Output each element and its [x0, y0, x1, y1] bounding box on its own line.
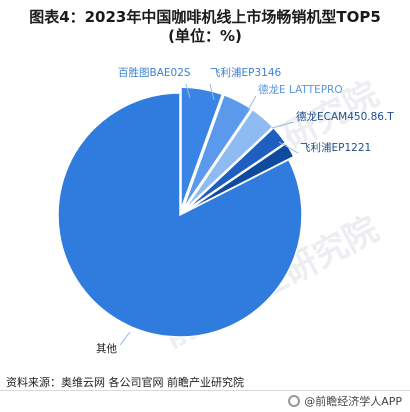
pie-slice	[57, 92, 303, 338]
leader-line	[185, 83, 191, 99]
slice-label: 百胜图BAE02S	[118, 67, 191, 79]
slice-label: 德龙E LATTEPRO	[258, 83, 343, 96]
pie-slice	[182, 93, 253, 211]
chart-title: 图表4：2023年中国咖啡机线上市场畅销机型TOP5 (单位：%)	[0, 8, 410, 46]
leader-line	[271, 121, 295, 129]
slice-label: 飞利浦EP1221	[300, 141, 371, 154]
footer-divider	[0, 390, 410, 391]
pie-slice	[180, 86, 224, 210]
pie-slice	[183, 108, 274, 211]
brand-logo-icon	[288, 395, 301, 407]
pie-chart: 百胜图BAE02S 飞利浦EP3146 德龙E LATTEPRO 德龙ECAM450.…	[57, 66, 394, 355]
leader-line	[209, 83, 215, 101]
brand-text: @前瞻经济学人APP	[304, 395, 402, 408]
slice-label: 飞利浦EP3146	[210, 66, 282, 79]
slice-label: 德龙ECAM450.86.T	[296, 110, 394, 123]
slice-label: 其他	[96, 342, 117, 355]
chart-title-line2: (单位：%)	[168, 27, 242, 45]
pie-slice	[184, 142, 295, 213]
leader-line	[278, 141, 299, 154]
leader-line	[119, 331, 131, 346]
source-note: 资料来源：奥维云网 各公司官网 前瞻产业研究院	[6, 376, 244, 389]
brand: @前瞻经济学人APP	[288, 393, 402, 409]
chart-title-line1: 图表4：2023年中国咖啡机线上市场畅销机型TOP5	[29, 8, 381, 26]
leader-line	[247, 95, 257, 111]
